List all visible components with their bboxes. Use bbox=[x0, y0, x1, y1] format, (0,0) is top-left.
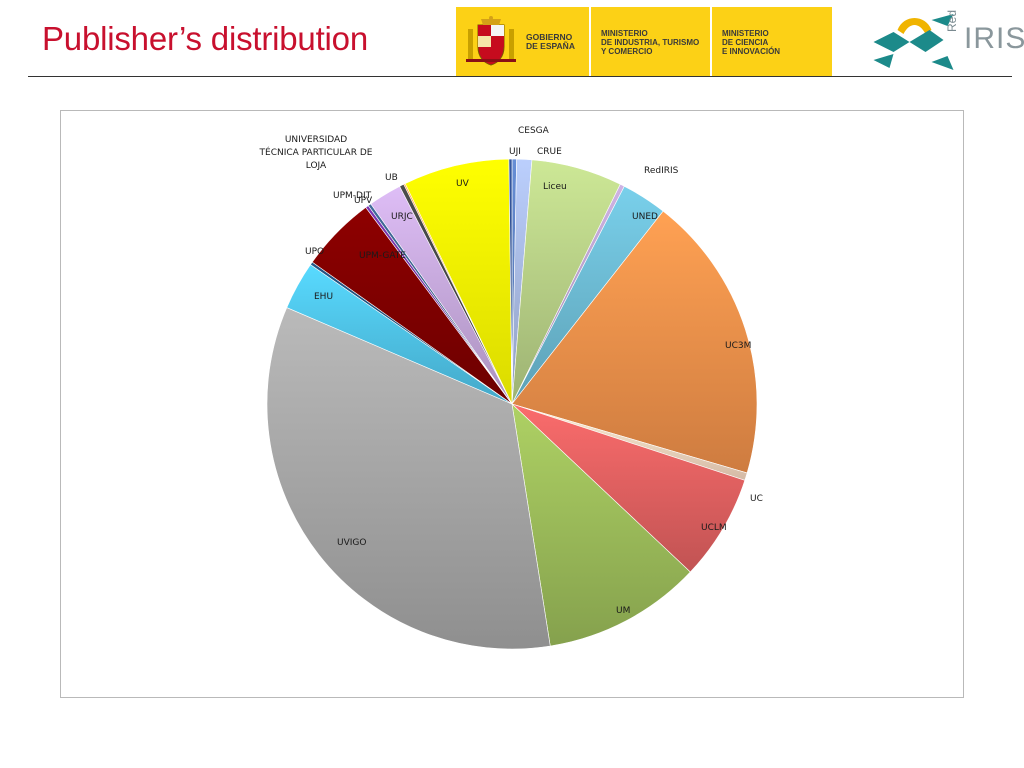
slice-label-uclm: UCLM bbox=[701, 523, 727, 533]
slice-label-rediris: RedIRIS bbox=[644, 166, 679, 176]
pie-slice-uvigo bbox=[266, 307, 551, 650]
gobierno-espana-logo: GOBIERNO DE ESPAÑA bbox=[456, 7, 589, 76]
slice-label-liceu: Liceu bbox=[543, 182, 567, 192]
pie-slice-uc3m bbox=[511, 210, 758, 474]
rediris-red-text: Red bbox=[945, 9, 959, 32]
pie-slice-uclm bbox=[511, 403, 746, 573]
ciencia-line-2: DE CIENCIA bbox=[722, 38, 769, 47]
page-title: Publisher’s distribution bbox=[42, 20, 368, 57]
slice-label-uned: UNED bbox=[632, 212, 658, 222]
ciencia-line-3: E INNOVACIÓN bbox=[722, 47, 781, 56]
slice-label-cesga: CESGA bbox=[518, 126, 550, 136]
slice-label-uc3m: UC3M bbox=[725, 341, 751, 351]
slice-label-uji: UJI bbox=[509, 147, 521, 157]
slice-label-um: UM bbox=[616, 606, 630, 616]
ministerio-ciencia-logo: MINISTERIO DE CIENCIA E INNOVACIÓN bbox=[712, 7, 832, 76]
slice-label-uc: UC bbox=[750, 494, 763, 504]
slice-label-upm-gate: UPM-GATE bbox=[359, 251, 406, 261]
gobierno-line-1: GOBIERNO bbox=[526, 32, 573, 42]
slice-label-uv: UV bbox=[456, 179, 470, 189]
slice-label-universidad-t-cnica-particular-de-loja: UNIVERSIDAD TÉCNICA PARTICULAR DE LOJA bbox=[259, 135, 373, 171]
coat-of-arms-icon bbox=[466, 16, 516, 66]
rediris-iris-text: IRIS bbox=[964, 22, 1024, 55]
slice-label-uvigo: UVIGO bbox=[337, 538, 366, 548]
slice-label-upm-dit: UPM-DIT bbox=[333, 191, 372, 201]
slice-label-crue: CRUE bbox=[537, 147, 562, 157]
ciencia-line-1: MINISTERIO bbox=[722, 29, 769, 38]
pie-slice-um bbox=[511, 403, 691, 647]
ministerio-industria-logo: MINISTERIO DE INDUSTRIA, TURISMO Y COMER… bbox=[591, 7, 710, 76]
slice-label-upv: UPV bbox=[354, 196, 373, 206]
pie-slice-uv bbox=[404, 158, 513, 405]
rediris-logo-icon bbox=[873, 14, 954, 70]
slice-label-urjc: URJC bbox=[391, 212, 413, 222]
chart-frame: CESGA CRUE Liceu RedIRIS UNED UC3M UC UCLM UM UVI… bbox=[60, 110, 964, 698]
slice-label-ehu: EHU bbox=[314, 292, 333, 302]
industria-line-3: Y COMERCIO bbox=[601, 47, 653, 56]
slice-label-ub: UB bbox=[385, 173, 398, 183]
gobierno-line-2: DE ESPAÑA bbox=[526, 41, 575, 51]
pie-chart: CESGA CRUE Liceu RedIRIS UNED UC3M UC UCLM UM UVI… bbox=[259, 126, 763, 650]
title-divider bbox=[28, 76, 1012, 77]
slice-label-upo: UPO bbox=[305, 247, 324, 257]
industria-line-2: DE INDUSTRIA, TURISMO bbox=[601, 38, 700, 47]
pie-slice-uji bbox=[508, 158, 513, 405]
industria-line-1: MINISTERIO bbox=[601, 29, 648, 38]
